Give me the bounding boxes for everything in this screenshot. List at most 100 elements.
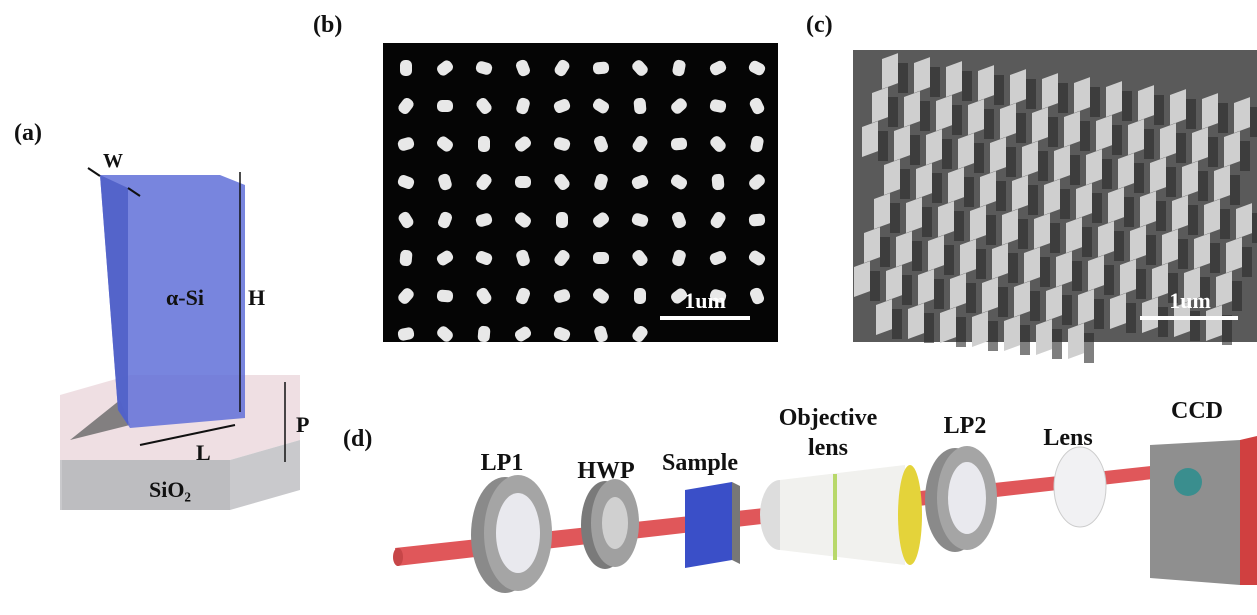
nanopillar (1194, 233, 1210, 269)
pillar-shadow (976, 249, 986, 279)
nanopillar (1150, 157, 1166, 193)
nanopillar (1078, 289, 1094, 325)
pillar-shadow (1208, 137, 1218, 167)
pillar-shadow (1026, 79, 1036, 109)
pillar-shadow (1062, 295, 1072, 325)
pillar-shadow (932, 173, 942, 203)
nanopillar (1204, 199, 1220, 235)
scale-label: 1um (1169, 288, 1211, 314)
nanopillar (1022, 141, 1038, 177)
nanopillar (1004, 315, 1020, 351)
component-label: Objective lens (763, 403, 893, 463)
nanopillar (1012, 175, 1028, 211)
pillar-shadow (964, 177, 974, 207)
nanopillar (872, 87, 888, 123)
pillar-shadow (1198, 171, 1208, 201)
pillar-shadow (974, 143, 984, 173)
pillar-shadow (1040, 257, 1050, 287)
pillar-shadow (1016, 113, 1026, 143)
nanopillar (854, 261, 870, 297)
pillar-shadow (1030, 291, 1040, 321)
pillar-shadow (1018, 219, 1028, 249)
pillar-shadow (902, 275, 912, 305)
pillar-shadow (900, 169, 910, 199)
pillar-shadow (942, 139, 952, 169)
pillar-shadow (1190, 311, 1200, 341)
pillar-shadow (1220, 209, 1230, 239)
pillar-shadow (892, 309, 902, 339)
nanopillar (1162, 229, 1178, 265)
nanopillar (1000, 103, 1016, 139)
nanopillar (980, 171, 996, 207)
component-label: LP2 (944, 413, 987, 440)
pillar-shadow (1240, 141, 1250, 171)
nanopillar (1014, 281, 1030, 317)
pillar-shadow (1084, 333, 1094, 363)
nanopillar (1068, 323, 1084, 359)
nanopillar (896, 231, 912, 267)
nanopillar (1098, 221, 1114, 257)
pillar-shadow (898, 63, 908, 93)
nanopillar (940, 307, 956, 343)
nanopillar (906, 197, 922, 233)
nanopillar (556, 212, 568, 228)
nanopillar (1024, 247, 1040, 283)
objective-lens (760, 465, 922, 565)
nanopillar (926, 129, 942, 165)
nanopillar (1152, 263, 1168, 299)
nanopillar (1118, 153, 1134, 189)
pillar-shadow (1050, 223, 1060, 253)
pillar-shadow (1124, 197, 1134, 227)
nanopillar (1002, 209, 1018, 245)
nanopillar (593, 252, 609, 264)
pillar-shadow (1060, 189, 1070, 219)
pillar-shadow (1058, 83, 1068, 113)
nanopillar (1054, 145, 1070, 181)
nanopillar (908, 303, 924, 339)
pillar-shadow (956, 317, 966, 347)
nanopillar (1182, 161, 1198, 197)
nanopillar (1044, 179, 1060, 215)
nanopillar (437, 100, 453, 112)
pillar-shadow (1188, 205, 1198, 235)
pillar-shadow (1114, 231, 1124, 261)
nanopillar (1160, 123, 1176, 159)
pillar-shadow (984, 109, 994, 139)
nanopillar (884, 159, 900, 195)
pillar-shadow (944, 245, 954, 275)
nanopillar (1076, 183, 1092, 219)
pillar-shadow (888, 97, 898, 127)
pillar-shadow (1070, 155, 1080, 185)
pillar-shadow (1178, 239, 1188, 269)
nanopillar (1216, 271, 1232, 307)
nanopillar (936, 95, 952, 131)
scale-label: 1um (684, 288, 726, 314)
nanopillar (1234, 97, 1250, 133)
pillar-shadow (1166, 167, 1176, 197)
pillar-label: α-Si (166, 285, 204, 311)
pillar-shadow (1092, 193, 1102, 223)
pillar-shadow (1242, 247, 1252, 277)
nanopillar (916, 163, 932, 199)
component-label: HWP (577, 458, 634, 485)
pillar-shadow (1126, 303, 1136, 333)
nanopillar (968, 99, 984, 135)
component-label: CCD (1171, 398, 1223, 425)
pillar-shadow (1186, 99, 1196, 129)
nanopillar (1010, 69, 1026, 105)
lens (1054, 447, 1106, 527)
ccd (1150, 436, 1257, 585)
pillar-shadow (1146, 235, 1156, 265)
nanopillar (634, 288, 646, 304)
pillar-shadow (952, 105, 962, 135)
nanopillar (958, 133, 974, 169)
pillar-shadow (1094, 299, 1104, 329)
pillar-shadow (1156, 201, 1166, 231)
pillar-shadow (1006, 147, 1016, 177)
substrate-front (62, 460, 230, 510)
pillar-shadow (1122, 91, 1132, 121)
pillar-shadow (1020, 325, 1030, 355)
nanopillar (864, 227, 880, 263)
component-label: LP1 (481, 450, 524, 477)
pillar-shadow (1008, 253, 1018, 283)
